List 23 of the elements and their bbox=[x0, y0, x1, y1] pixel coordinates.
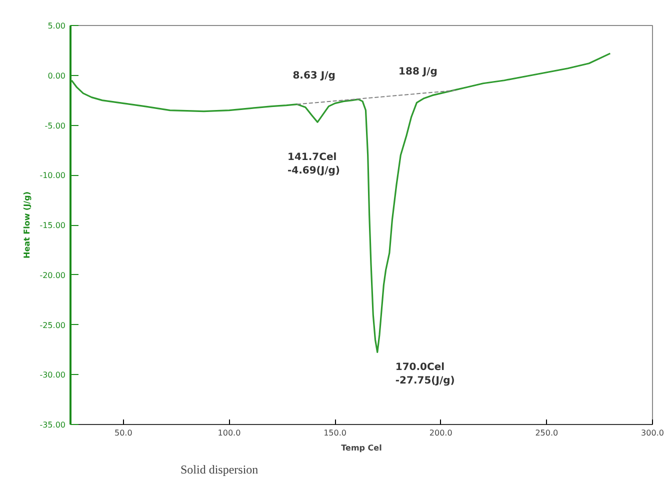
y-tick-label: -5.00 bbox=[44, 121, 66, 130]
x-axis-title: Temp Cel bbox=[341, 444, 382, 452]
x-tick-label: 50.0 bbox=[114, 428, 132, 438]
y-tick-label: 5.00 bbox=[48, 22, 66, 30]
line-series bbox=[70, 52, 611, 353]
x-tick-label: 200.0 bbox=[429, 428, 452, 438]
y-tick-label: -15.00 bbox=[40, 221, 66, 230]
y-tick-label: -30.00 bbox=[40, 370, 66, 380]
annotation: 188 J/g bbox=[398, 66, 438, 78]
x-tick-label: 150.0 bbox=[324, 428, 346, 438]
x-tick-label: 300.0 bbox=[641, 428, 664, 438]
annotation: 170.0Cel -27.75(J/g) bbox=[395, 362, 455, 386]
annotation: 141.7Cel -4.69(J/g) bbox=[287, 152, 340, 176]
text: Solid dispersion bbox=[180, 462, 258, 476]
y-tick-label: -10.00 bbox=[40, 171, 66, 180]
annotation: 8.63 J/g bbox=[292, 70, 336, 82]
x-tick-label: 100.0 bbox=[218, 428, 241, 438]
y-tick-label: 0.00 bbox=[48, 71, 66, 80]
y-tick-label: -25.00 bbox=[40, 320, 66, 330]
y-tick-label: -20.00 bbox=[40, 270, 66, 280]
y-axis-title: Heat Flow (J/g) bbox=[22, 192, 32, 258]
y-tick-label: -35.00 bbox=[40, 420, 66, 430]
x-tick-label: 250.0 bbox=[535, 428, 558, 438]
